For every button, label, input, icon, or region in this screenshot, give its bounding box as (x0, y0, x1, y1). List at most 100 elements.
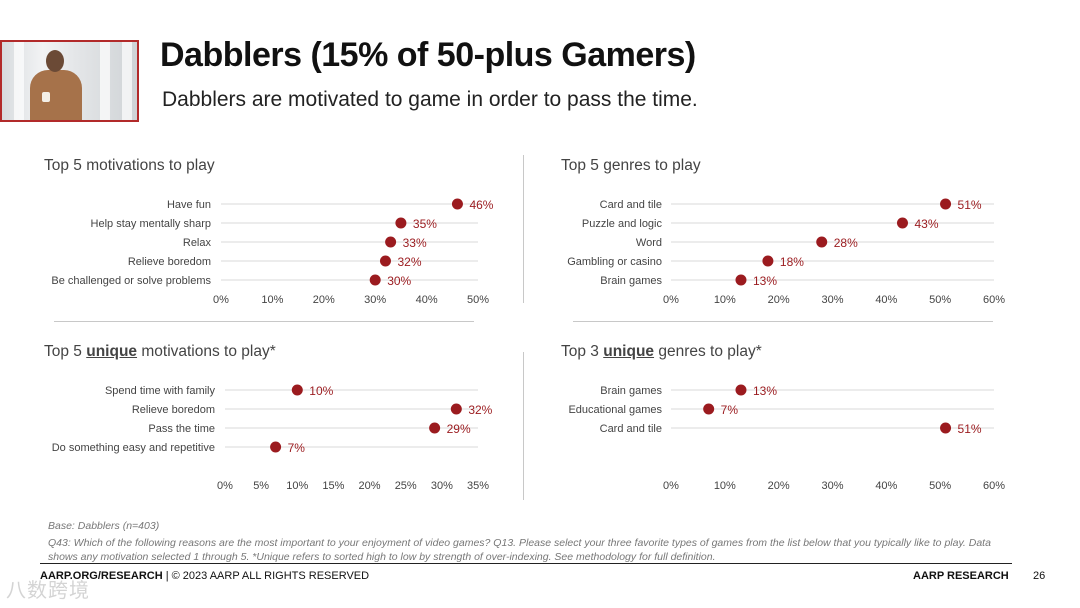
data-label: 33% (403, 236, 427, 250)
header-photo (0, 40, 139, 122)
data-point (735, 384, 747, 396)
base-note: Base: Dabblers (n=403) (48, 520, 160, 532)
tick-label: 20% (359, 480, 381, 492)
panel-title-unique-genres: Top 3 unique genres to play* (561, 343, 762, 360)
category-label: Have fun (167, 199, 211, 211)
category-label: Pass the time (148, 423, 215, 435)
vertical-divider-bottom (523, 352, 524, 500)
tick-label: 25% (395, 480, 417, 492)
category-label: Card and tile (600, 423, 662, 435)
tick-label: 10% (261, 294, 283, 306)
data-point (385, 236, 397, 248)
footer-brand: AARP RESEARCH (913, 570, 1009, 582)
tick-label: 35% (467, 480, 489, 492)
category-label: Be challenged or solve problems (51, 275, 211, 287)
category-label: Educational games (568, 404, 662, 416)
data-point (451, 198, 463, 210)
data-label: 32% (468, 403, 492, 417)
tick-label: 30% (821, 294, 843, 306)
category-label: Relieve boredom (128, 256, 211, 268)
tick-label: 40% (416, 294, 438, 306)
question-note: Q43: Which of the following reasons are … (48, 537, 991, 563)
watermark: 八数跨境 (6, 580, 90, 602)
tick-label: 20% (768, 480, 790, 492)
panel-title-motivations: Top 5 motivations to play (44, 157, 215, 174)
tick-label: 60% (983, 294, 1005, 306)
chart-top5-motivations: Have fun 46% Help stay mentally sharp 35% Re… (51, 198, 493, 306)
horizontal-divider-left (54, 321, 474, 322)
tick-label: 10% (286, 480, 308, 492)
data-label: 35% (413, 217, 437, 231)
tick-label: 40% (875, 480, 897, 492)
data-point (940, 198, 952, 210)
data-label: 13% (753, 384, 777, 398)
chart-unique-genres: Brain games 13% Educational games 7% Card an… (568, 384, 1005, 492)
tick-label: 0% (217, 480, 233, 492)
tick-label: 20% (313, 294, 335, 306)
tick-label: 50% (929, 294, 951, 306)
category-label: Relax (183, 237, 212, 249)
data-point (735, 274, 747, 286)
data-label: 30% (387, 274, 411, 288)
tick-label: 30% (431, 480, 453, 492)
tick-label: 40% (875, 294, 897, 306)
category-label: Gambling or casino (567, 256, 662, 268)
tick-label: 0% (663, 480, 679, 492)
data-label: 43% (914, 217, 938, 231)
category-label: Brain games (600, 385, 662, 397)
footer-copyright: AARP.ORG/RESEARCH | © 2023 AARP ALL RIGH… (40, 570, 370, 582)
footer-rule (40, 563, 1012, 564)
data-label: 7% (721, 403, 739, 417)
data-label: 18% (780, 255, 804, 269)
tick-label: 50% (467, 294, 489, 306)
panel-title-unique-motivations: Top 5 unique motivations to play* (44, 343, 276, 360)
data-point (379, 255, 391, 267)
data-point (291, 384, 303, 396)
data-label: 28% (834, 236, 858, 250)
data-point (940, 422, 952, 434)
tick-label: 60% (983, 480, 1005, 492)
data-label: 51% (958, 198, 982, 212)
data-point (395, 217, 407, 229)
data-point (896, 217, 908, 229)
category-label: Relieve boredom (132, 404, 215, 416)
tick-label: 20% (768, 294, 790, 306)
data-label: 7% (288, 441, 306, 455)
data-point (369, 274, 381, 286)
category-label: Card and tile (600, 199, 662, 211)
category-label: Spend time with family (105, 385, 216, 397)
tick-label: 5% (253, 480, 269, 492)
chart-unique-motivations: Spend time with family 10% Relieve boredom… (52, 384, 493, 492)
data-label: 13% (753, 274, 777, 288)
tick-label: 30% (364, 294, 386, 306)
panel-title-genres: Top 5 genres to play (561, 157, 701, 174)
data-point (762, 255, 774, 267)
page-number: 26 (1033, 570, 1046, 582)
data-label: 32% (397, 255, 421, 269)
tick-label: 10% (714, 480, 736, 492)
tick-label: 50% (929, 480, 951, 492)
horizontal-divider-right (573, 321, 993, 322)
data-label: 46% (469, 198, 493, 212)
data-point (450, 403, 462, 415)
tick-label: 0% (213, 294, 229, 306)
data-point (703, 403, 715, 415)
tick-label: 30% (821, 480, 843, 492)
category-label: Help stay mentally sharp (91, 218, 211, 230)
vertical-divider-top (523, 155, 524, 303)
data-label: 29% (447, 422, 471, 436)
data-point (429, 422, 441, 434)
data-point (270, 441, 282, 453)
data-label: 51% (958, 422, 982, 436)
footer-site-link[interactable]: AARP.ORG/RESEARCH (40, 570, 163, 582)
tick-label: 10% (714, 294, 736, 306)
category-label: Do something easy and repetitive (52, 442, 215, 454)
category-label: Brain games (600, 275, 662, 287)
chart-top5-genres: Card and tile 51% Puzzle and logic 43% Word 2… (567, 198, 1005, 306)
page-title: Dabblers (15% of 50-plus Gamers) (160, 36, 696, 74)
category-label: Word (636, 237, 662, 249)
category-label: Puzzle and logic (582, 218, 663, 230)
data-point (816, 236, 828, 248)
page-subtitle: Dabblers are motivated to game in order … (162, 88, 698, 111)
tick-label: 15% (322, 480, 344, 492)
